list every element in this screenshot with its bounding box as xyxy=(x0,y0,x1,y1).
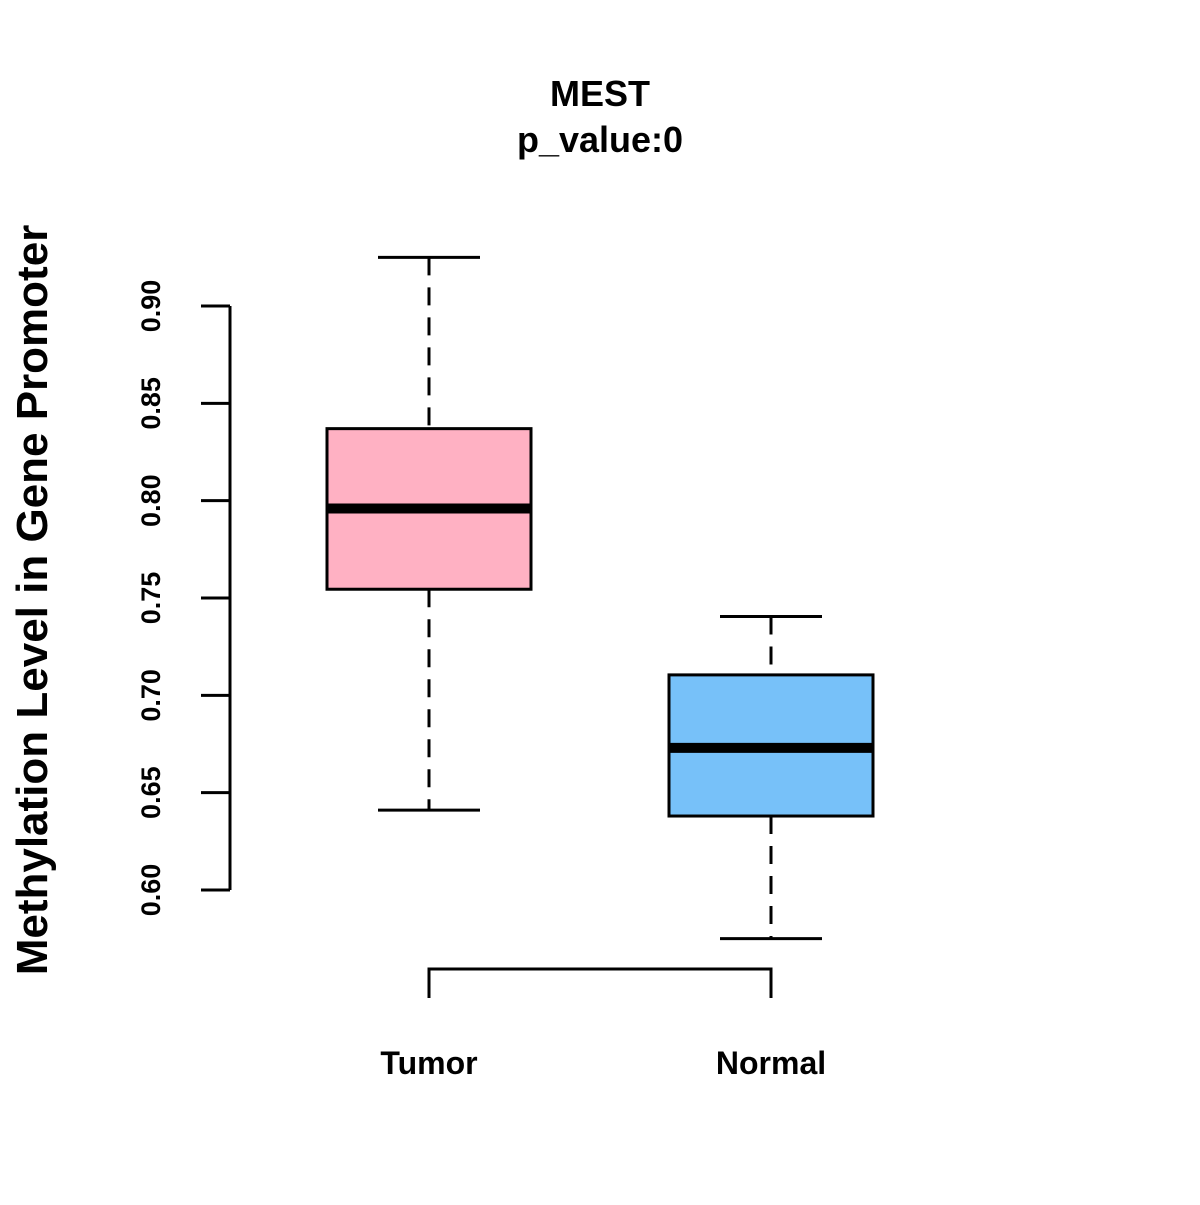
y-tick-label: 0.75 xyxy=(136,572,166,625)
x-category-label: Normal xyxy=(716,1045,826,1081)
y-axis: 0.60 0.65 0.70 0.75 0.80 0.85 0.90 xyxy=(136,280,232,917)
box-normal xyxy=(667,614,875,941)
boxes xyxy=(325,255,875,941)
box-tumor xyxy=(325,255,533,812)
y-tick-label: 0.80 xyxy=(136,474,166,527)
y-tick-label: 0.70 xyxy=(136,669,166,722)
y-tick-label: 0.90 xyxy=(136,280,166,333)
category-labels: Tumor Normal xyxy=(380,1045,826,1081)
x-category-label: Tumor xyxy=(380,1045,477,1081)
comparison-bracket xyxy=(427,967,773,998)
chart-title: MEST xyxy=(550,73,650,114)
y-tick-label: 0.60 xyxy=(136,864,166,917)
bracket-line xyxy=(427,967,773,998)
y-axis-label: Methylation Level in Gene Promoter xyxy=(8,225,57,976)
chart-subtitle: p_value:0 xyxy=(517,119,683,160)
y-tick-label: 0.65 xyxy=(136,766,166,819)
y-tick-label: 0.85 xyxy=(136,377,166,430)
